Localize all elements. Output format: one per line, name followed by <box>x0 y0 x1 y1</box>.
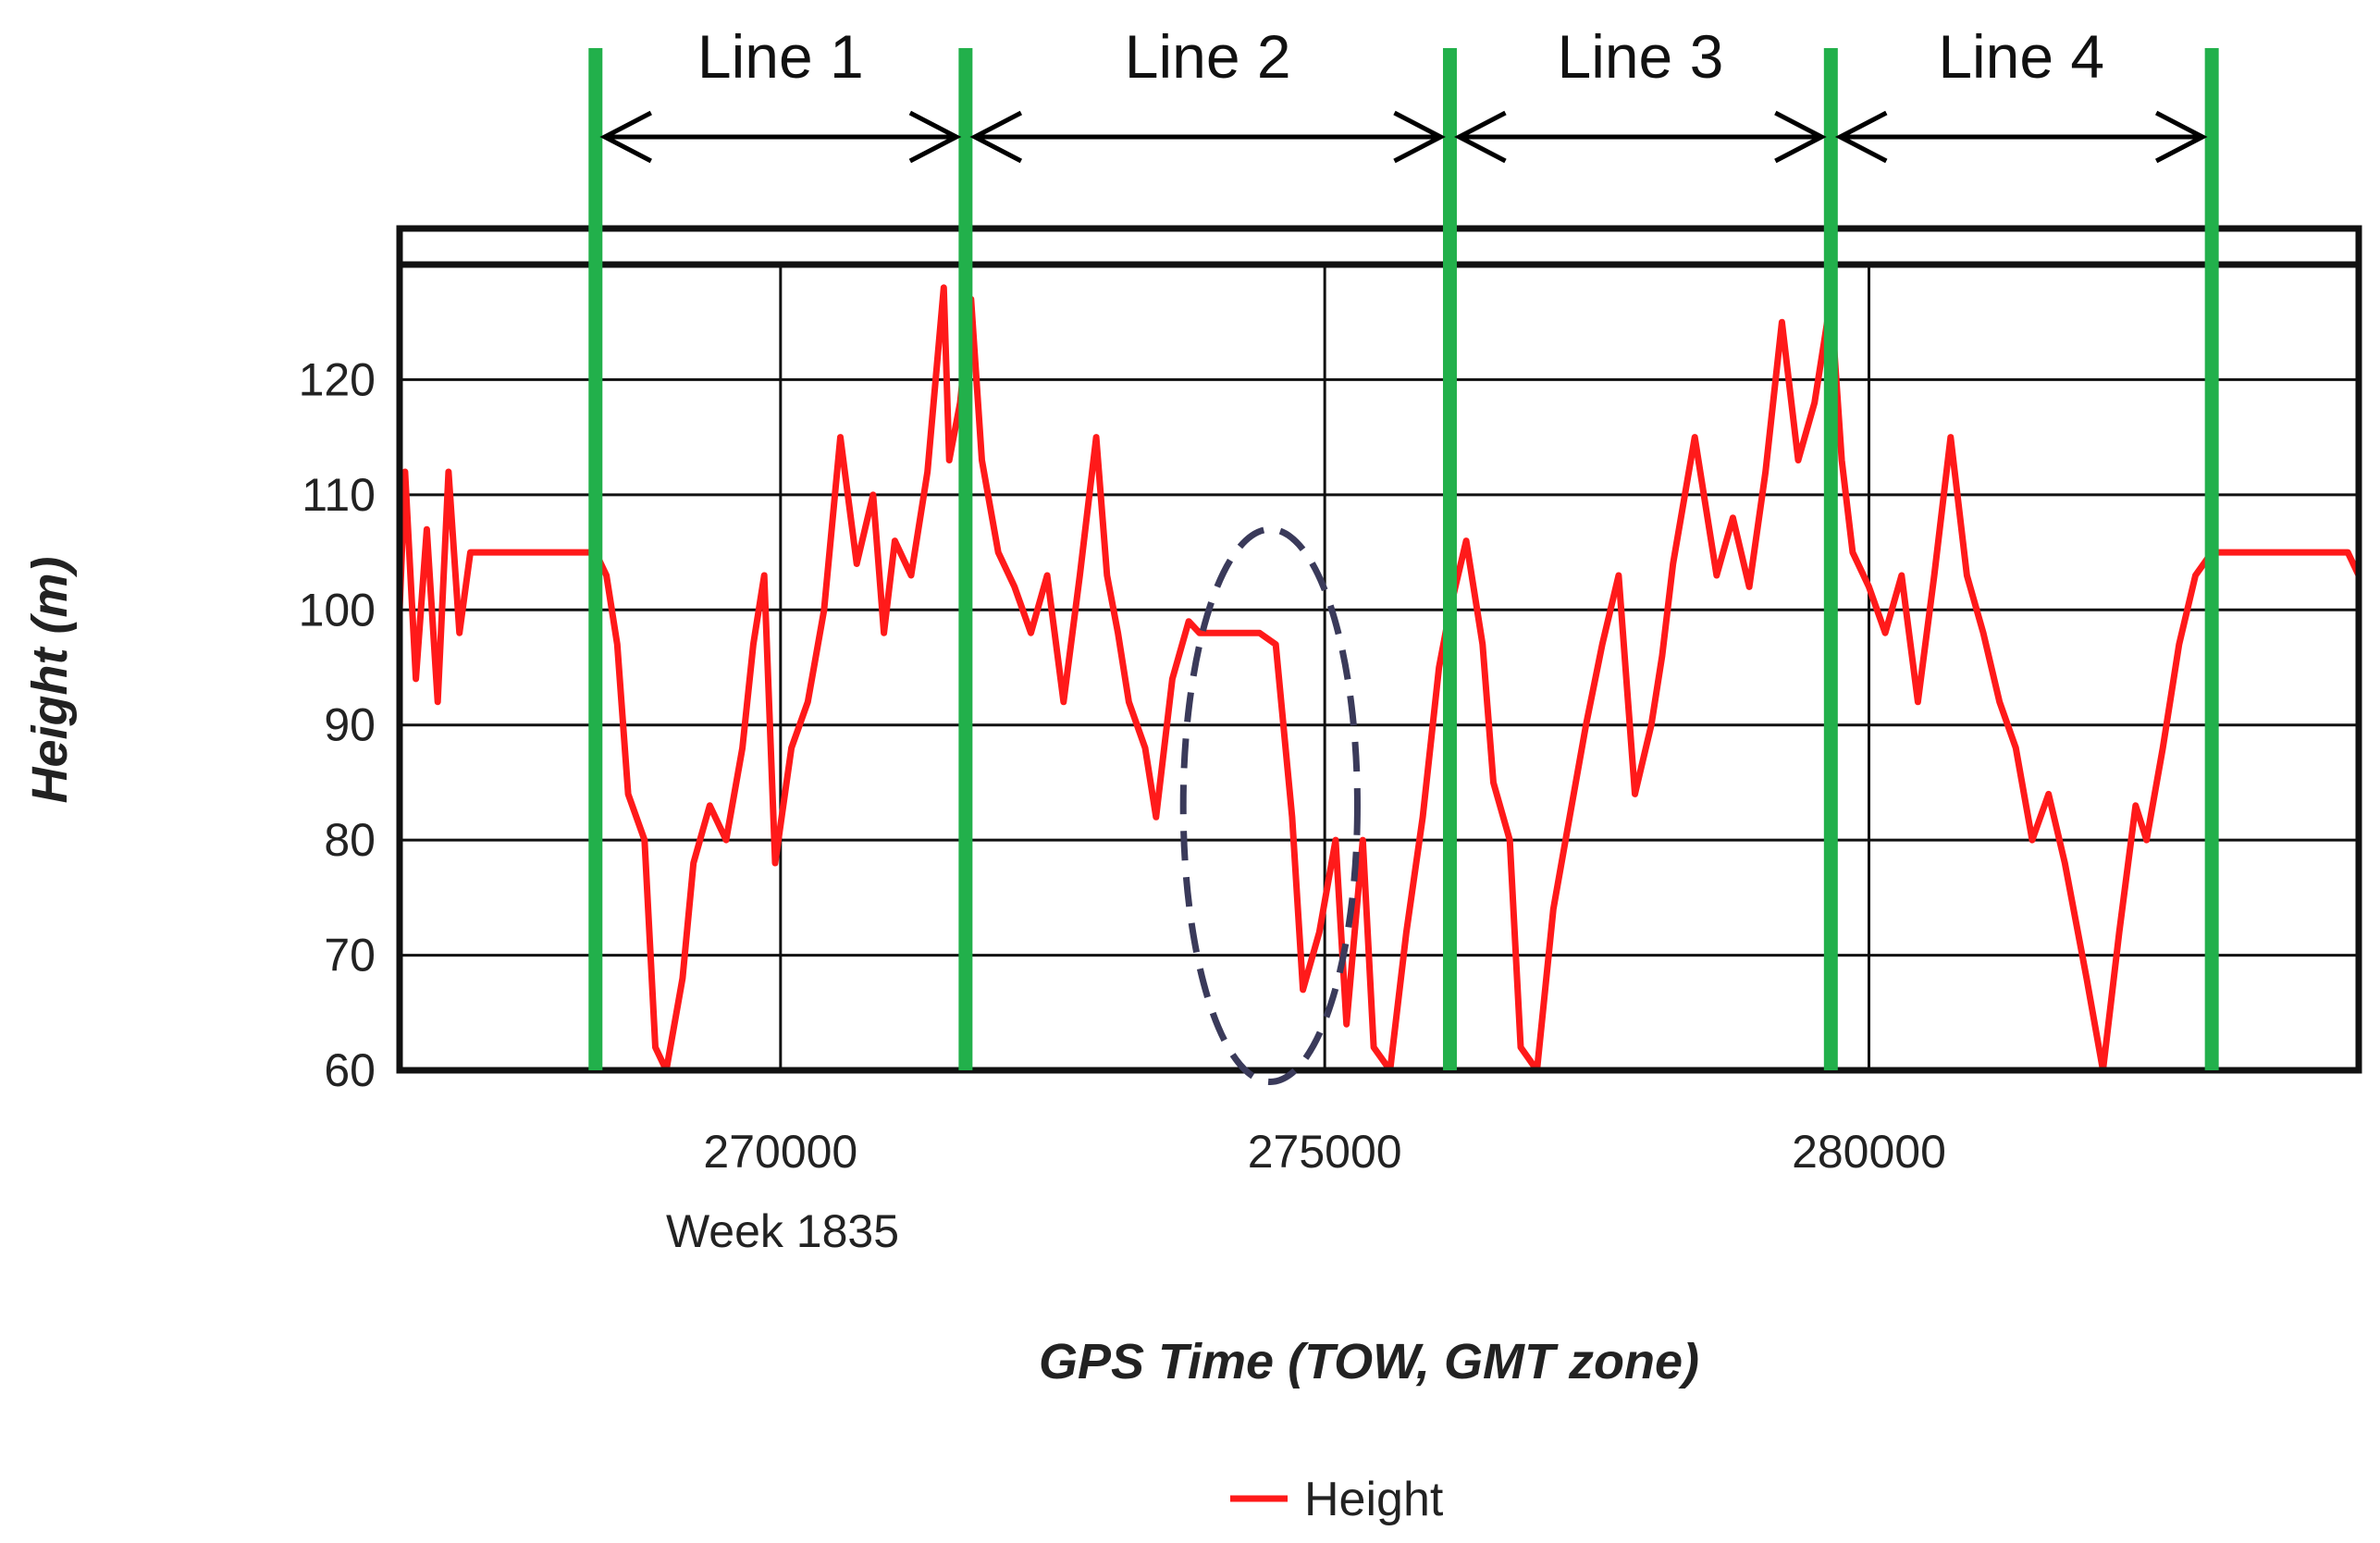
segment-arrow-left-head-2 <box>1454 110 1507 164</box>
y-tick-label-100: 100 <box>299 584 376 636</box>
series-line-0 <box>396 284 2362 1074</box>
legend-label: Height <box>1304 1473 1444 1526</box>
x-tick-label-270000: 270000 <box>703 1126 857 1178</box>
y-tick-label-80: 80 <box>324 814 376 866</box>
x-sublabel: Week 1835 <box>666 1205 899 1257</box>
segment-label-2: Line 3 <box>1557 22 1723 91</box>
segment-arrow-right-head-0 <box>908 110 962 164</box>
segment-arrow-right-head-1 <box>1393 110 1446 164</box>
highlight-ellipse <box>1179 525 1361 1085</box>
tick-labels: 60 70 80 90 100 110 120 270000 275000 280000 <box>299 353 1946 1178</box>
legend: Height <box>1230 1473 1444 1526</box>
segment-arrow-left-head-3 <box>1834 110 1888 164</box>
plot-frame <box>396 225 2362 1074</box>
plot-border <box>396 225 2362 1074</box>
segment-arrow-right-head-2 <box>1774 110 1827 164</box>
annotation-layer: Line 1 Line 2 Line 3 Line 4 <box>588 22 2219 1085</box>
segment-arrow-left-head-1 <box>969 110 1023 164</box>
segment-label-1: Line 2 <box>1125 22 1291 91</box>
y-tick-label-110: 110 <box>302 469 376 521</box>
x-tick-label-280000: 280000 <box>1792 1126 1946 1178</box>
segment-arrow-right-head-3 <box>2154 110 2208 164</box>
segment-label-3: Line 4 <box>1938 22 2104 91</box>
x-tick-label-275000: 275000 <box>1248 1126 1402 1178</box>
x-axis-title: GPS Time (TOW, GMT zone) <box>1039 1334 1699 1389</box>
series-layer <box>396 284 2362 1074</box>
y-tick-label-120: 120 <box>299 353 376 405</box>
y-tick-label-90: 90 <box>324 699 376 751</box>
segment-arrow-left-head-0 <box>599 110 652 164</box>
segment-label-0: Line 1 <box>697 22 864 91</box>
y-tick-label-60: 60 <box>324 1044 376 1096</box>
y-tick-label-70: 70 <box>324 930 376 981</box>
y-axis-title: Height (m) <box>22 557 78 804</box>
